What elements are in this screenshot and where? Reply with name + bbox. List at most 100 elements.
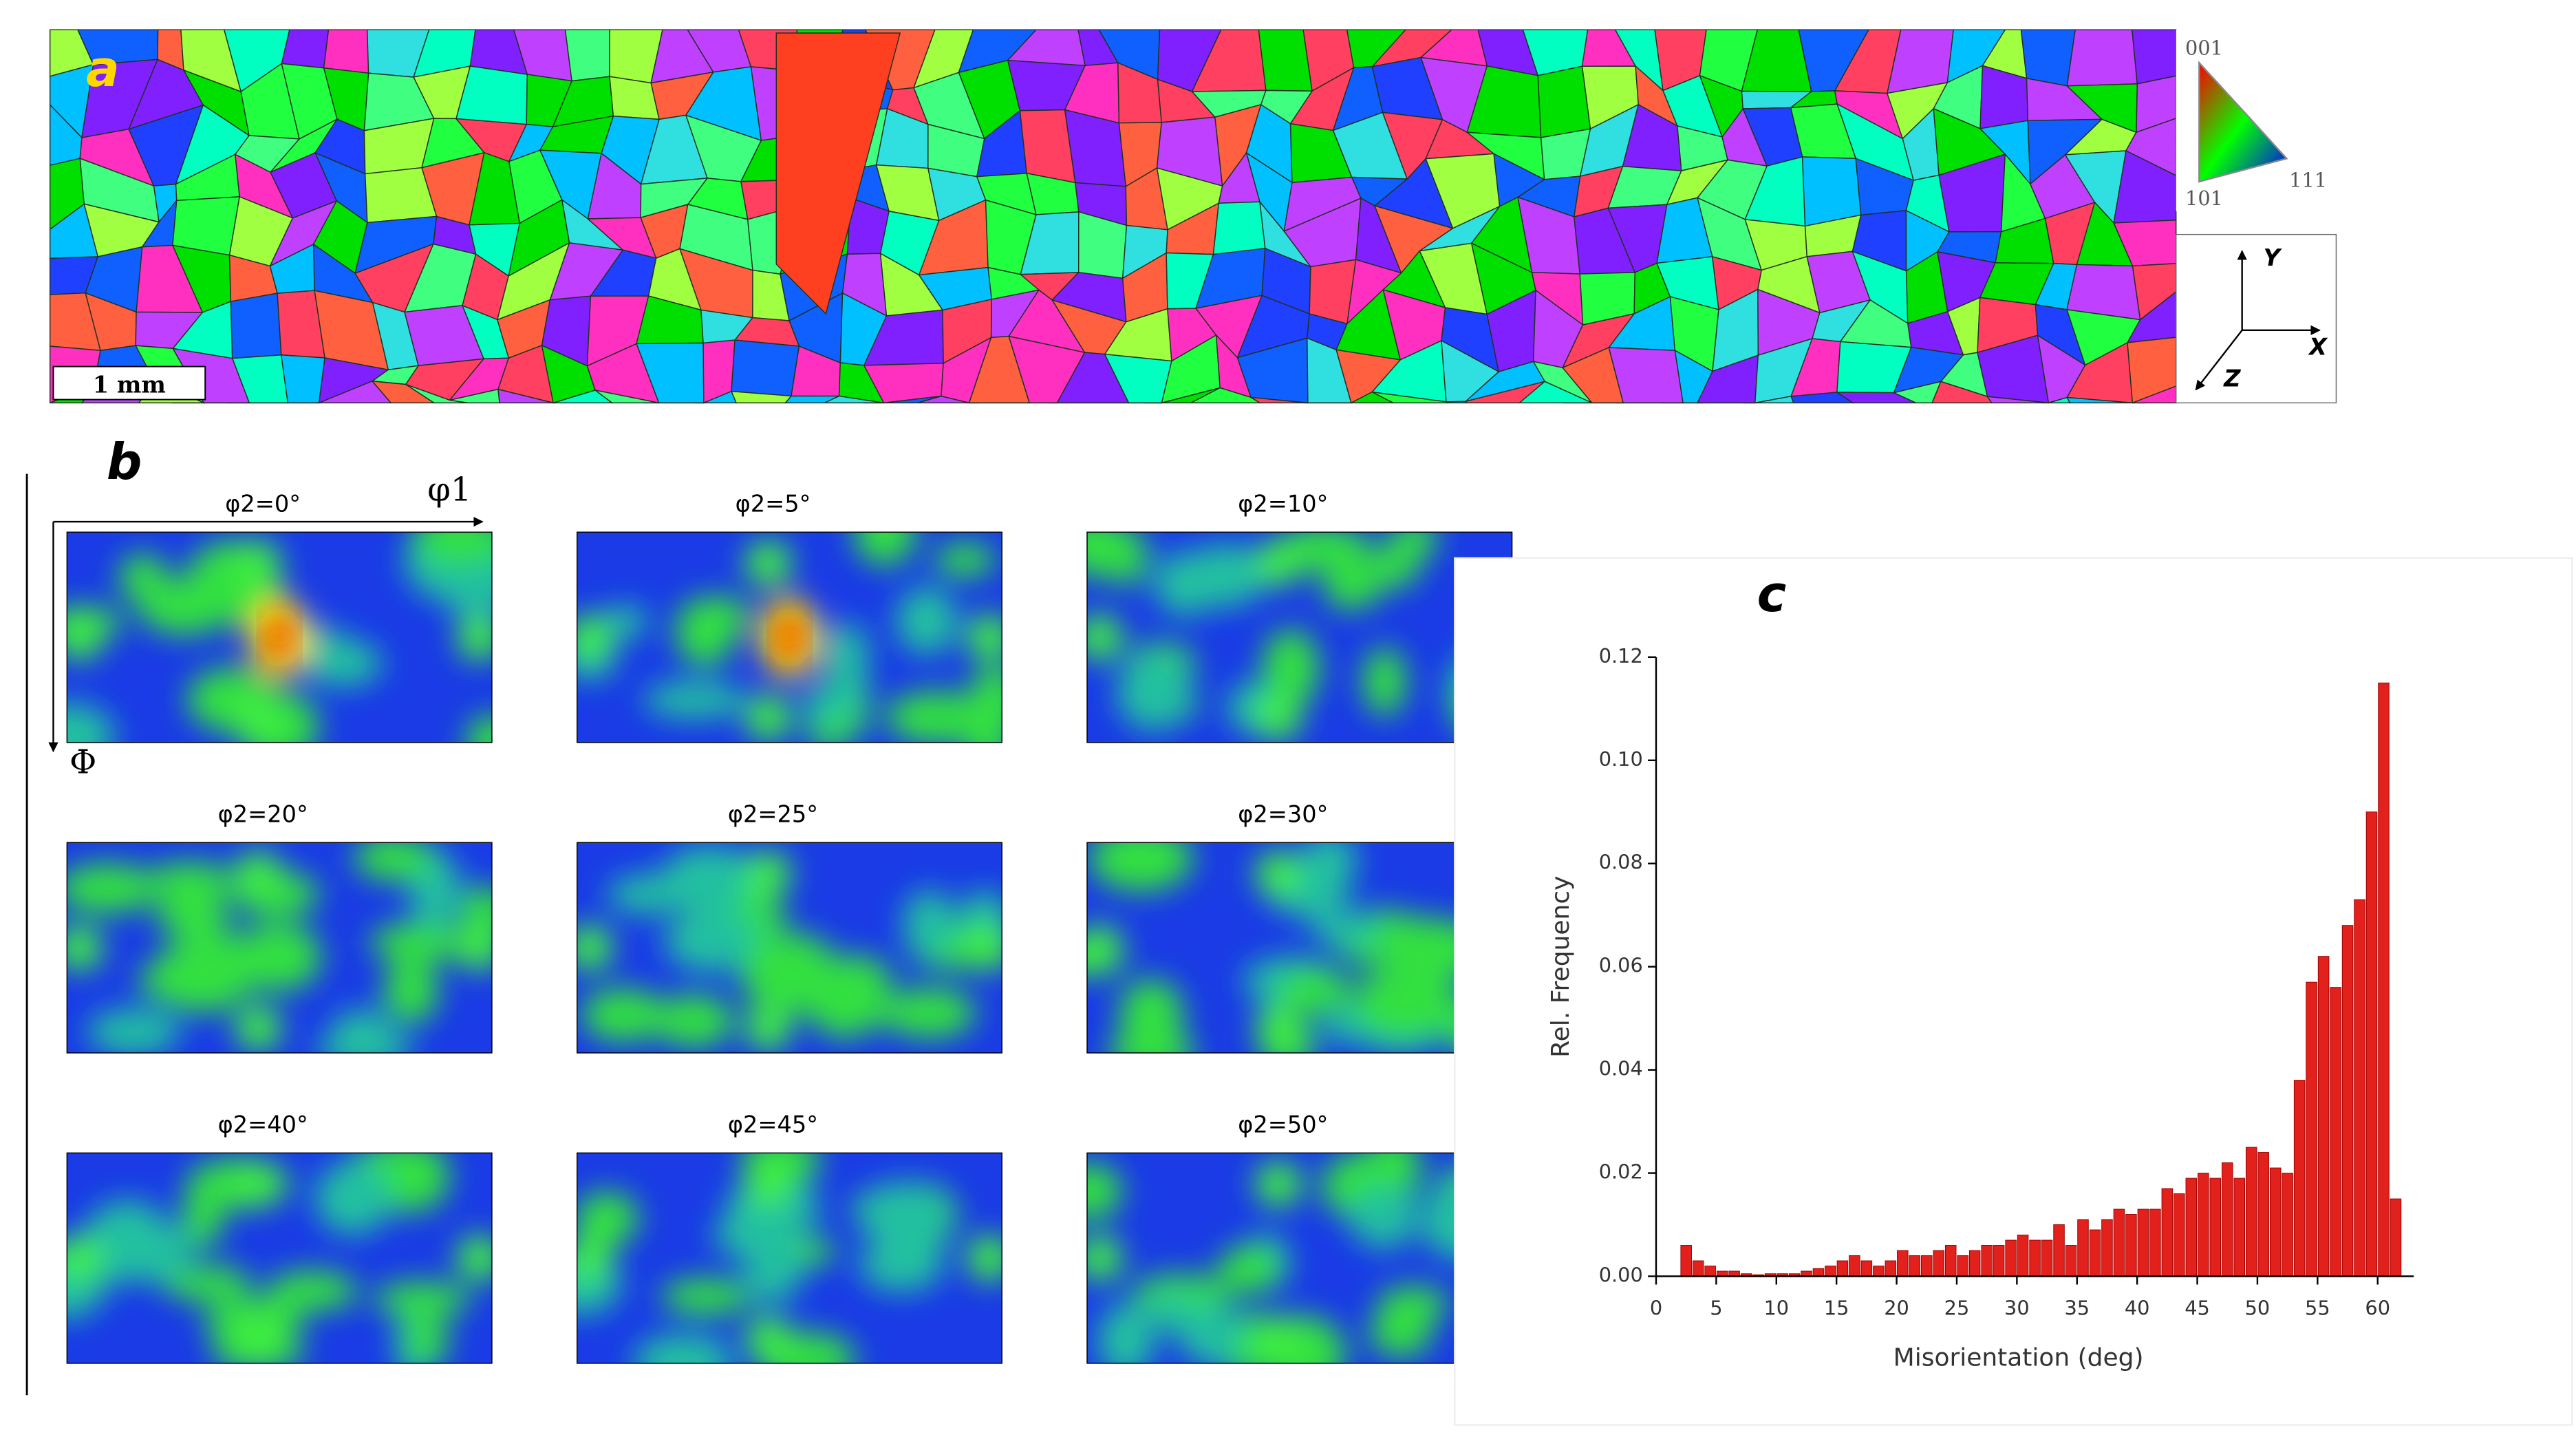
bar bbox=[2317, 956, 2330, 1277]
odf-blob bbox=[266, 1270, 358, 1311]
odf-blob bbox=[661, 845, 757, 912]
odf-blob bbox=[303, 639, 383, 687]
odf-blob bbox=[740, 937, 836, 1013]
odf-blob bbox=[1086, 1235, 1123, 1281]
odf-blob bbox=[66, 863, 159, 913]
bar bbox=[2354, 899, 2365, 1277]
odf-blobs bbox=[66, 842, 493, 1054]
odf-blob bbox=[859, 1239, 944, 1292]
bar bbox=[1944, 1245, 1957, 1277]
odf-blob bbox=[1116, 654, 1192, 732]
odf-blob bbox=[576, 1235, 613, 1281]
odf-blob bbox=[744, 1229, 797, 1300]
y-axis-label: Rel. Frequency bbox=[1547, 876, 1575, 1058]
grain bbox=[280, 354, 325, 404]
axis-letter: Y bbox=[2264, 244, 2283, 271]
axis-arrow bbox=[2195, 330, 2243, 391]
odf-blob bbox=[1105, 531, 1148, 586]
odf-blob bbox=[66, 924, 103, 971]
grain bbox=[1446, 401, 1468, 404]
bar bbox=[2065, 1245, 2077, 1277]
bar bbox=[2077, 1219, 2089, 1277]
grain bbox=[564, 29, 610, 82]
bar bbox=[1825, 1266, 1836, 1277]
panel-label: b bbox=[107, 433, 142, 491]
bar bbox=[1836, 1260, 1849, 1277]
odf-blob bbox=[314, 1161, 392, 1235]
odf-blob bbox=[1255, 540, 1302, 587]
odf-map bbox=[576, 842, 1002, 1054]
y-tick-label: 0.06 bbox=[1599, 954, 1643, 977]
odf-blobs bbox=[576, 845, 1002, 1052]
bar bbox=[1981, 1245, 1993, 1277]
odf-blob bbox=[744, 851, 792, 897]
odf-map bbox=[66, 531, 493, 743]
odf-blob bbox=[882, 987, 976, 1039]
odf-blob bbox=[1353, 965, 1459, 1038]
odf-blob bbox=[896, 586, 958, 655]
odf-blob bbox=[92, 1217, 192, 1283]
bar bbox=[1897, 1250, 1909, 1277]
odf-blob bbox=[118, 553, 167, 603]
panel-c-background bbox=[1454, 557, 2573, 1426]
labels: a b c 1 mm 001 101 111 Y X Zφ1 Φ bbox=[69, 36, 2328, 781]
odf-blob bbox=[654, 994, 733, 1048]
x-tick-label: 50 bbox=[2245, 1296, 2271, 1319]
odf-section-label: φ2=5° bbox=[736, 491, 811, 518]
odf-blob bbox=[1255, 1005, 1302, 1052]
odf-section-label: φ2=45° bbox=[728, 1111, 818, 1138]
grain bbox=[1537, 65, 1591, 138]
bar bbox=[2089, 1229, 2101, 1277]
odf-blob bbox=[576, 614, 613, 661]
odf-blob bbox=[581, 988, 666, 1042]
odf-map bbox=[66, 842, 493, 1054]
bar bbox=[2378, 682, 2390, 1277]
odf-map bbox=[66, 1152, 493, 1364]
odf-blob bbox=[466, 714, 493, 743]
bar bbox=[1957, 1255, 1968, 1277]
odf-section-label: φ2=10° bbox=[1238, 491, 1328, 518]
ipf-label: 001 bbox=[2185, 36, 2223, 59]
odf-blobs bbox=[576, 1152, 1002, 1364]
y-tick-label: 0.12 bbox=[1599, 644, 1643, 668]
bar bbox=[2029, 1239, 2041, 1277]
phi-label: Φ bbox=[69, 743, 96, 781]
odf-blob bbox=[854, 531, 916, 566]
odf-blob bbox=[404, 1317, 450, 1364]
odf-blob bbox=[155, 891, 230, 939]
x-tick-label: 45 bbox=[2185, 1296, 2210, 1319]
bar bbox=[2053, 1224, 2065, 1277]
odf-blob bbox=[1255, 851, 1302, 897]
x-tick-label: 10 bbox=[1763, 1296, 1789, 1319]
bar bbox=[2185, 1178, 2198, 1277]
odf-blob bbox=[744, 540, 792, 587]
odf-blob bbox=[235, 1161, 281, 1208]
odf-blob bbox=[744, 1315, 792, 1362]
grain bbox=[1801, 156, 1862, 227]
odf-blob bbox=[903, 890, 956, 956]
odf-blobs bbox=[66, 531, 493, 743]
bar bbox=[2161, 1188, 2174, 1277]
x-tick-label: 55 bbox=[2305, 1296, 2330, 1319]
x-tick-label: 25 bbox=[1944, 1296, 1970, 1319]
odf-blob bbox=[886, 691, 987, 740]
bar bbox=[2330, 987, 2341, 1277]
bar bbox=[2149, 1209, 2161, 1277]
grain bbox=[775, 32, 901, 315]
x-tick-label: 30 bbox=[2004, 1296, 2030, 1319]
bar bbox=[1933, 1250, 1945, 1277]
grain bbox=[917, 395, 979, 404]
odf-blob bbox=[456, 1235, 493, 1281]
odf-blob bbox=[633, 1333, 734, 1364]
bar bbox=[2174, 1193, 2185, 1277]
odf-blob bbox=[1186, 543, 1265, 608]
odf-blob bbox=[966, 1235, 1002, 1281]
grain bbox=[172, 196, 241, 256]
bar bbox=[1885, 1260, 1897, 1277]
odf-blob bbox=[1255, 1315, 1302, 1362]
bar bbox=[1873, 1266, 1885, 1277]
bar bbox=[2041, 1239, 2053, 1277]
grain bbox=[2020, 29, 2076, 87]
odf-map bbox=[576, 531, 1002, 743]
